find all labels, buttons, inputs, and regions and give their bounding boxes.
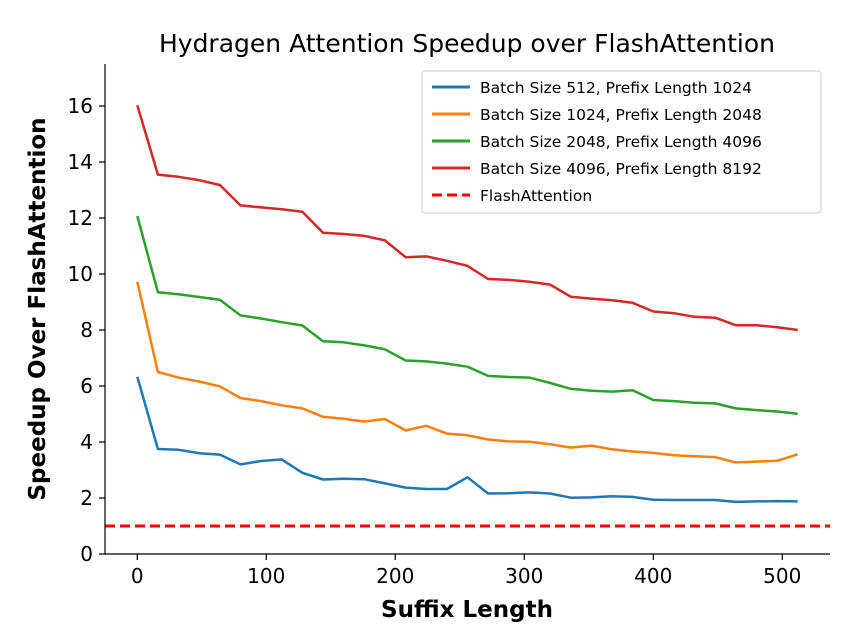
y-tick-label: 12 — [68, 206, 93, 230]
legend-label-batch-size-1024-prefix-length-2048: Batch Size 1024, Prefix Length 2048 — [480, 106, 762, 124]
y-tick-label: 8 — [80, 318, 93, 342]
y-tick-label: 16 — [68, 94, 93, 118]
legend: Batch Size 512, Prefix Length 1024 Batch … — [421, 70, 822, 214]
y-tick-label: 0 — [80, 542, 93, 566]
x-tick-label: 400 — [634, 564, 672, 588]
x-axis-ticks: 0 100 200 300 400 500 — [131, 554, 801, 588]
series-line-batch-size-512-prefix-length-1024 — [136, 376, 798, 504]
x-tick-label: 200 — [376, 564, 414, 588]
y-axis-ticks: 0 2 4 6 8 10 12 14 16 — [68, 94, 105, 566]
x-tick-label: 100 — [247, 564, 285, 588]
chart-title: Hydragen Attention Speedup over FlashAtt… — [159, 29, 775, 58]
y-tick-label: 6 — [80, 374, 93, 398]
series-line-batch-size-4096-prefix-length-8192 — [136, 104, 798, 332]
series-line-batch-size-1024-prefix-length-2048 — [136, 281, 799, 464]
legend-label-flashattention: FlashAttention — [480, 187, 592, 205]
legend-label-batch-size-512-prefix-length-1024: Batch Size 512, Prefix Length 1024 — [480, 79, 752, 97]
x-axis-label: Suffix Length — [381, 597, 553, 623]
y-tick-label: 4 — [80, 430, 93, 454]
y-axis-label: Speedup Over FlashAttention — [25, 117, 51, 500]
x-tick-label: 0 — [131, 564, 144, 588]
x-tick-label: 300 — [505, 564, 543, 588]
series-line-batch-size-2048-prefix-length-4096 — [136, 215, 798, 415]
legend-label-batch-size-2048-prefix-length-4096: Batch Size 2048, Prefix Length 4096 — [480, 133, 762, 151]
legend-label-batch-size-4096-prefix-length-8192: Batch Size 4096, Prefix Length 8192 — [480, 160, 762, 178]
y-tick-label: 10 — [68, 262, 93, 286]
legend-frame — [421, 70, 822, 214]
y-tick-label: 14 — [68, 150, 93, 174]
x-tick-label: 500 — [763, 564, 801, 588]
y-tick-label: 2 — [80, 486, 93, 510]
plot-lines — [105, 104, 830, 528]
